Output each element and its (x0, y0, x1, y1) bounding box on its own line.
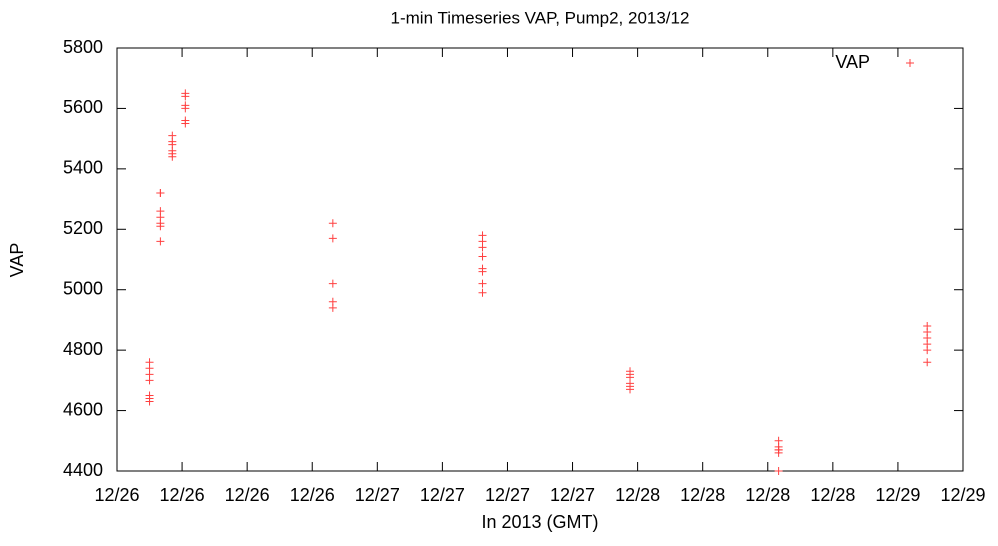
x-tick-label: 12/27 (420, 485, 465, 505)
legend-label: VAP (835, 52, 870, 72)
y-axis-label: VAP (7, 243, 27, 278)
point (328, 234, 337, 243)
plot-frame (116, 47, 964, 472)
point (145, 376, 154, 385)
x-tick-label: 12/27 (485, 485, 530, 505)
x-tick-label: 12/28 (745, 485, 790, 505)
y-tick-label: 4400 (63, 460, 103, 480)
y-tick-label: 5800 (63, 37, 103, 57)
x-tick-label: 12/27 (550, 485, 595, 505)
point (328, 303, 337, 312)
point (626, 385, 635, 394)
chart-title: 1-min Timeseries VAP, Pump2, 2013/12 (391, 8, 690, 27)
point (478, 267, 487, 276)
point (328, 219, 337, 228)
point (181, 119, 190, 128)
y-tick-label: 5400 (63, 158, 103, 178)
point (156, 237, 165, 246)
point (181, 104, 190, 113)
point (168, 152, 177, 161)
x-tick-label: 12/26 (94, 485, 139, 505)
point (774, 448, 783, 457)
y-tick-label: 5600 (63, 97, 103, 117)
x-axis-label: In 2013 (GMT) (481, 512, 598, 532)
x-tick-label: 12/26 (290, 485, 335, 505)
point (478, 288, 487, 297)
x-tick-label: 12/27 (355, 485, 400, 505)
point (328, 279, 337, 288)
x-tick-label: 12/26 (160, 485, 205, 505)
x-tick-label: 12/28 (680, 485, 725, 505)
point (145, 397, 154, 406)
legend-marker (906, 59, 914, 67)
point (478, 243, 487, 252)
x-tick-label: 12/28 (810, 485, 855, 505)
point (156, 222, 165, 231)
point (181, 92, 190, 101)
point (478, 279, 487, 288)
point (156, 189, 165, 198)
point (774, 467, 783, 475)
point (478, 252, 487, 261)
point (923, 358, 932, 367)
y-tick-label: 4800 (63, 339, 103, 359)
x-tick-label: 12/29 (940, 485, 985, 505)
x-tick-label: 12/28 (615, 485, 660, 505)
y-tick-label: 5000 (63, 278, 103, 298)
x-tick-label: 12/26 (225, 485, 270, 505)
point (923, 346, 932, 355)
y-tick-label: 5200 (63, 218, 103, 238)
x-tick-label: 12/29 (875, 485, 920, 505)
y-tick-label: 4600 (63, 399, 103, 419)
